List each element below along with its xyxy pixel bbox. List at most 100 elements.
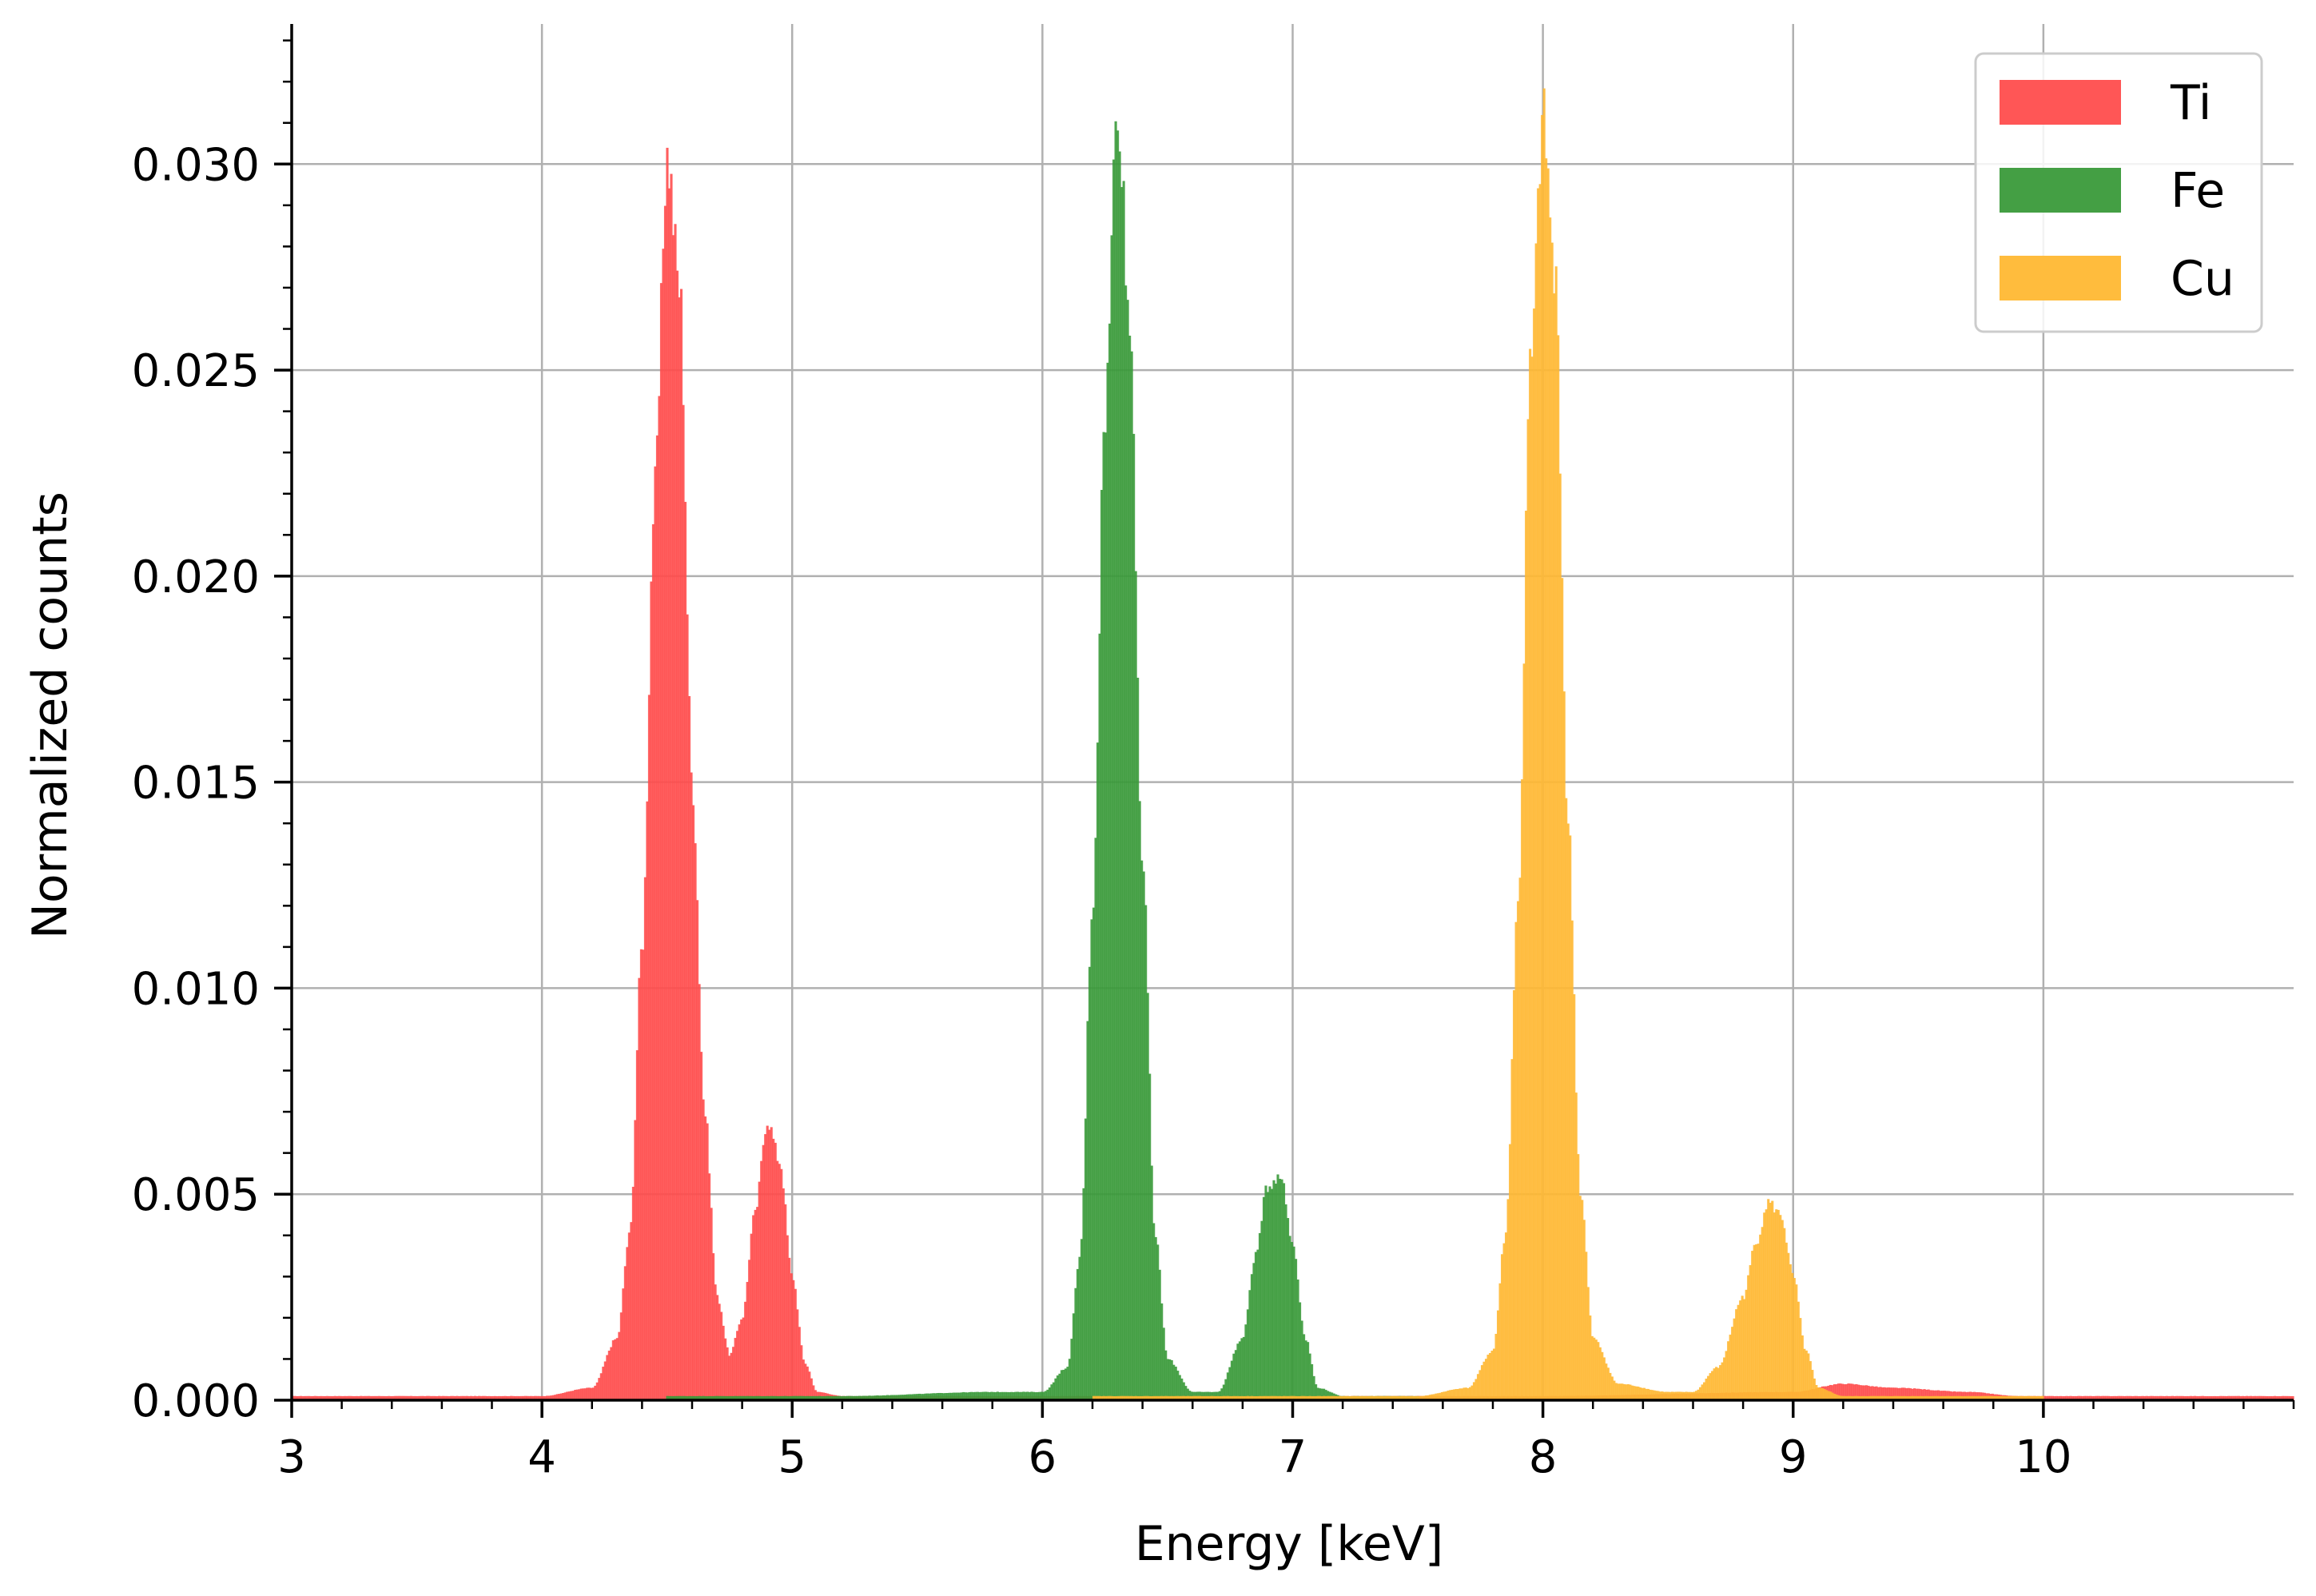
histogram-bar [2247,1395,2250,1400]
histogram-bar [1594,1339,1598,1400]
histogram-bar [710,1208,713,1400]
histogram-bar [352,1395,355,1400]
histogram-bar [1260,1220,1263,1400]
histogram-bar [523,1395,527,1400]
histogram-bar [1256,1395,1259,1400]
histogram-bar [1965,1395,1968,1400]
histogram-bar [674,1395,677,1400]
histogram-bar [1447,1391,1450,1400]
histogram-bar [1933,1390,1936,1400]
histogram-bar [412,1395,415,1400]
histogram-bars [292,88,2294,1401]
histogram-bar [2265,1395,2269,1400]
histogram-bar [348,1395,351,1400]
histogram-bar [1214,1391,1217,1400]
histogram-bar [1957,1391,1960,1400]
histogram-bar [722,1395,725,1400]
histogram-bar [1339,1395,1342,1400]
histogram-bar [1909,1395,1912,1400]
histogram-bar [1296,1279,1299,1400]
histogram-bar [1220,1388,1224,1400]
histogram-bar [1573,994,1576,1400]
histogram-bar [507,1395,511,1400]
histogram-bar [694,843,697,1400]
histogram-bar [1391,1395,1394,1400]
histogram-bar [1448,1390,1451,1400]
histogram-bar [2221,1395,2224,1400]
histogram-bar [1303,1334,1306,1400]
histogram-bar [385,1395,388,1400]
histogram-bar [380,1395,383,1400]
histogram-bar [1104,1395,1108,1400]
histogram-bar [639,949,643,1400]
histogram-bar [1897,1395,1900,1400]
histogram-bar [798,1395,801,1400]
histogram-bar [1066,1367,1069,1400]
histogram-bar [2177,1395,2180,1400]
histogram-bar [1254,1252,1258,1400]
histogram-bar [1268,1186,1271,1400]
y-tick-label: 0.025 [132,345,260,397]
histogram-bar [808,1395,811,1400]
histogram-bar [472,1395,475,1400]
histogram-bar [1933,1395,1936,1400]
histogram-bar [409,1395,412,1400]
histogram-bar [1949,1395,1952,1400]
histogram-bar [1597,1342,1600,1400]
histogram-bar [808,1371,811,1400]
histogram-bar [1585,1252,1588,1400]
histogram-bar [1074,1288,1077,1400]
histogram-bar [1554,266,1558,1400]
histogram-bar [1180,1395,1184,1400]
histogram-bar [332,1395,335,1400]
histogram-bar [814,1395,817,1400]
histogram-bar [1602,1357,1606,1400]
histogram-bar [1895,1387,1898,1400]
histogram-bar [864,1395,867,1400]
histogram-bar [1102,432,1105,1400]
histogram-bar [1649,1389,1652,1400]
histogram-bar [1855,1395,1858,1400]
histogram-bar [728,1355,731,1400]
legend-swatch-fe [2000,168,2121,213]
histogram-bar [519,1395,523,1400]
histogram-bar [704,1396,707,1400]
histogram-bar [1971,1395,1974,1400]
histogram-bar [938,1392,941,1400]
histogram-bar [511,1395,515,1400]
histogram-bar [531,1395,535,1400]
histogram-bar [1096,742,1100,1400]
histogram-bar [441,1395,444,1400]
histogram-bar [1400,1395,1403,1400]
histogram-bar [730,1352,733,1400]
histogram-bar [1226,1372,1229,1400]
histogram-bar [2281,1395,2285,1400]
histogram-bar [356,1395,359,1400]
histogram-bar [1176,1395,1180,1400]
histogram-bar [2039,1395,2042,1400]
histogram-bar [1291,1242,1294,1400]
histogram-bar [1403,1395,1406,1400]
histogram-bar [296,1395,299,1400]
histogram-bar [1072,1313,1076,1400]
histogram-bar [542,1395,545,1400]
histogram-bar [487,1395,491,1400]
histogram-bar [1955,1395,1958,1400]
histogram-bar [316,1395,319,1400]
histogram-bar [574,1390,577,1400]
histogram-bar [772,1395,775,1400]
histogram-bar [1915,1388,1918,1400]
histogram-bar [2115,1395,2119,1400]
histogram-bar [1733,1318,1736,1400]
histogram-bar [1875,1395,1878,1400]
histogram-bar [2275,1395,2278,1400]
histogram-bar [1466,1387,1470,1400]
histogram-bar [2213,1395,2216,1400]
histogram-bar [2243,1395,2246,1400]
histogram-bar [1042,1391,1045,1400]
histogram-bar [1332,1395,1335,1400]
histogram-bar [1462,1387,1466,1400]
histogram-bar [562,1393,565,1400]
histogram-bar [1913,1395,1916,1400]
histogram-bar [1092,907,1096,1400]
